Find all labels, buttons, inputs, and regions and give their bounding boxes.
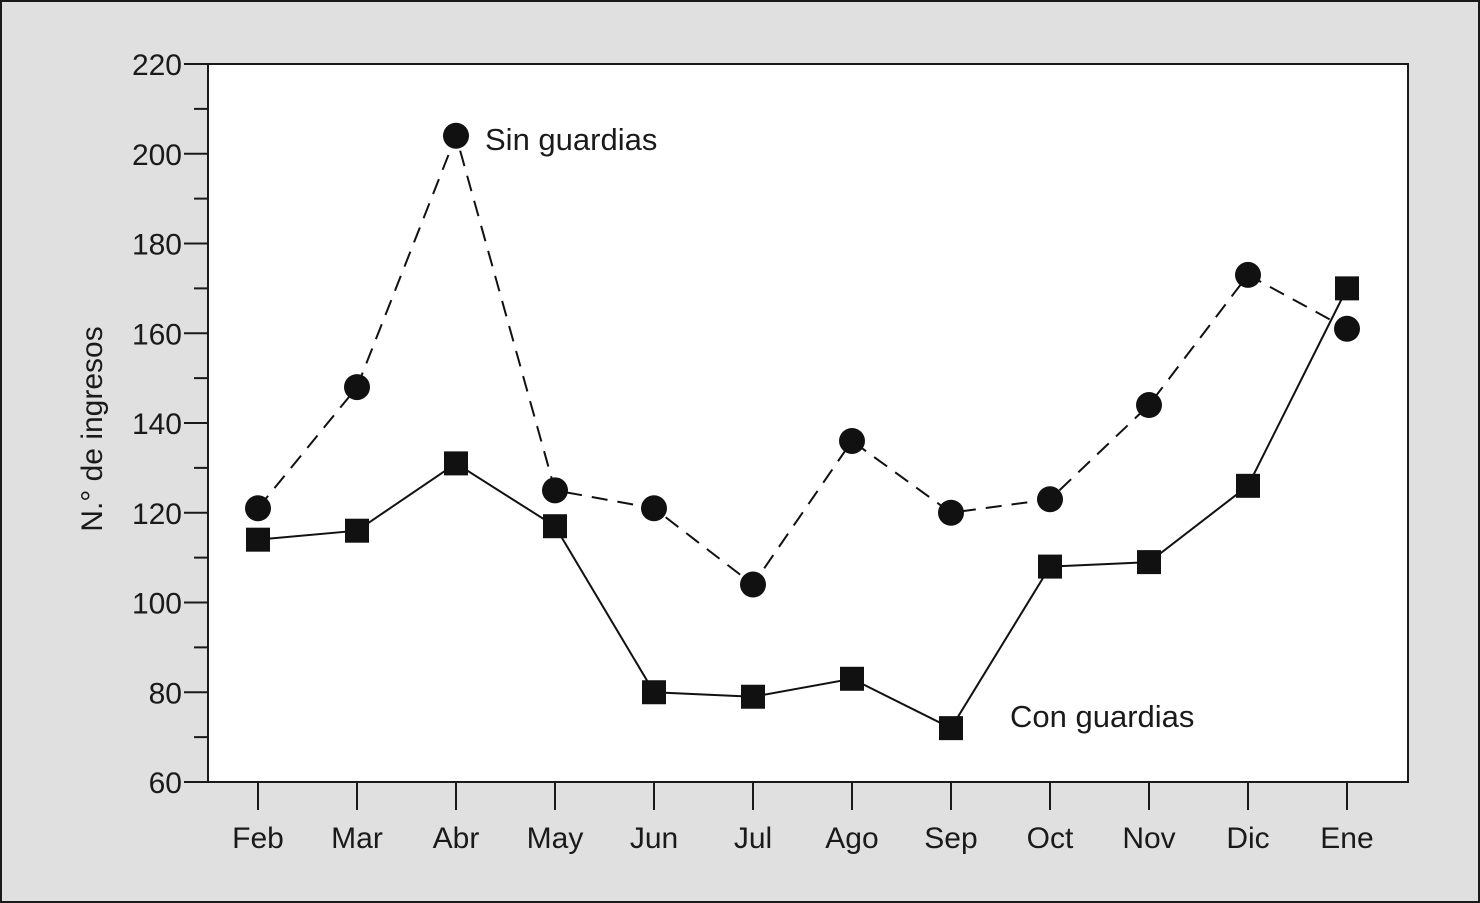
y-tick-label: 220 [132,49,182,82]
y-tick-label: 200 [132,139,182,172]
data-point-con-guardias [1038,554,1062,579]
x-tick-label: Feb [232,822,284,855]
series-label-sin-guardias: Sin guardias [485,122,657,157]
data-point-sin-guardias [542,477,568,504]
y-tick-label: 140 [132,408,182,441]
y-axis: 60 80 100 120 140 160 180 200 220 [132,49,208,800]
x-tick-label: Jul [734,822,772,855]
data-point-con-guardias [444,451,468,476]
x-tick-label: Dic [1226,822,1269,855]
y-tick-label: 60 [149,767,182,800]
y-axis-title: N.° de ingresos [76,326,109,531]
data-point-con-guardias [1335,276,1359,301]
data-point-con-guardias [939,716,963,741]
data-point-con-guardias [543,514,567,539]
data-point-con-guardias [1137,550,1161,575]
y-tick-label: 180 [132,229,182,262]
x-tick-label: Mar [331,822,383,855]
data-point-sin-guardias [641,495,667,522]
series-layer [245,122,1360,741]
data-point-con-guardias [840,666,864,691]
data-point-sin-guardias [740,571,766,598]
data-point-con-guardias [345,518,369,543]
x-axis: Feb Mar Abr May Jun Jul Ago Sep Oct Nov Dic Ene [232,782,1374,855]
x-tick-label: Ago [825,822,878,855]
data-point-con-guardias [246,527,270,552]
data-point-sin-guardias [344,374,370,401]
series-line-con-guardias [257,287,1348,730]
x-tick-label: Jun [630,822,678,855]
data-point-sin-guardias [1037,486,1063,513]
x-tick-label: Oct [1027,822,1074,855]
x-tick-label: Ene [1320,822,1373,855]
series-line-sin-guardias [257,132,1348,586]
x-tick-label: Sep [924,822,977,855]
data-point-con-guardias [1236,473,1260,498]
x-tick-label: Abr [433,822,480,855]
y-tick-label: 100 [132,588,182,621]
data-point-sin-guardias [938,499,964,526]
data-point-sin-guardias [443,122,469,149]
y-tick-label: 80 [149,677,182,710]
data-point-sin-guardias [839,427,865,454]
plot-area [207,63,1409,783]
y-tick-label: 160 [132,318,182,351]
data-point-sin-guardias [1136,392,1162,419]
data-point-con-guardias [741,684,765,709]
data-point-sin-guardias [1334,315,1360,342]
data-point-con-guardias [642,680,666,705]
y-tick-label: 120 [132,498,182,531]
series-label-con-guardias: Con guardias [1010,699,1194,734]
data-point-sin-guardias [245,495,271,522]
data-point-sin-guardias [1235,261,1261,288]
x-tick-label: May [527,822,584,855]
x-tick-label: Nov [1122,822,1175,855]
